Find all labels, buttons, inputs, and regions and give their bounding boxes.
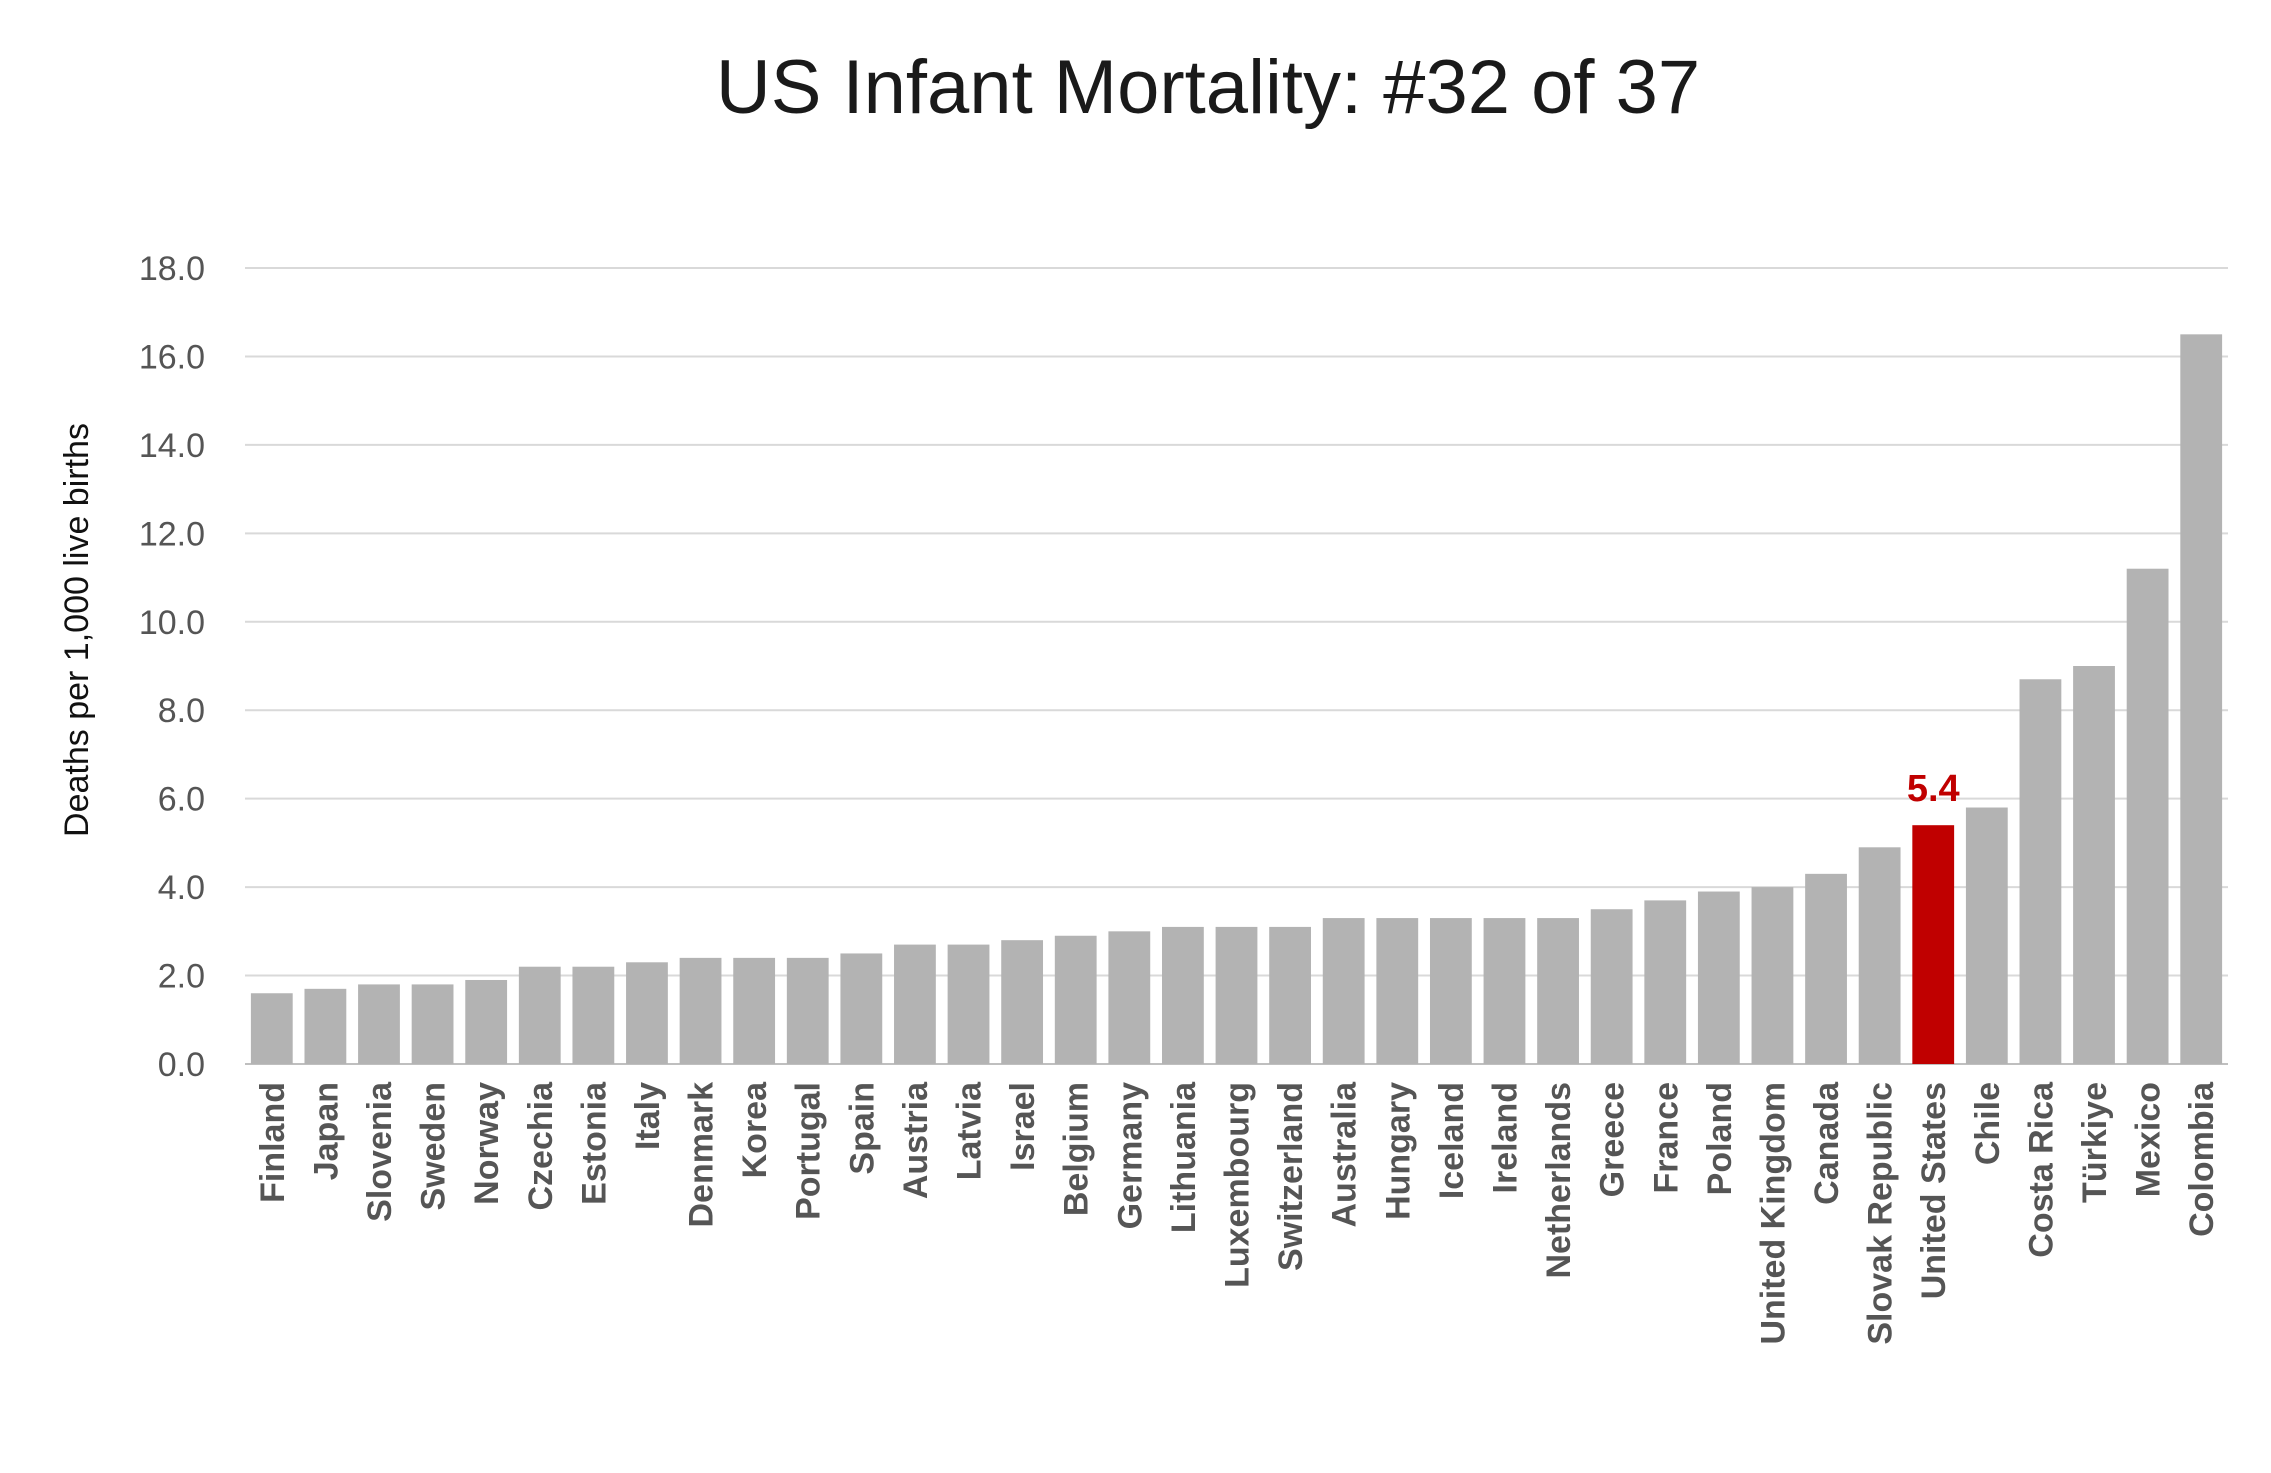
x-tick-label: Slovak Republic bbox=[1862, 1082, 1900, 1345]
x-tick-label: Slovenia bbox=[361, 1081, 399, 1222]
bar-denmark bbox=[679, 957, 722, 1064]
x-tick-label: United Kingdom bbox=[1754, 1082, 1792, 1345]
x-tick-label: Poland bbox=[1701, 1082, 1739, 1195]
bar-luxembourg bbox=[1215, 926, 1258, 1064]
bar-slovenia bbox=[358, 984, 400, 1064]
bar-portugal bbox=[786, 957, 829, 1064]
y-tick-label: 18.0 bbox=[139, 250, 205, 288]
bar-slovak-republic bbox=[1858, 847, 1901, 1064]
bar-israel bbox=[1001, 940, 1044, 1064]
bar-greece bbox=[1590, 909, 1633, 1064]
y-axis-ticks: 0.0 2.0 4.0 6.0 8.0 10.0 12.0 14.0 16.0 18.0 bbox=[139, 250, 205, 1084]
bar-finland bbox=[250, 993, 293, 1064]
y-tick-label: 16.0 bbox=[139, 338, 205, 376]
bar-switzerland bbox=[1269, 926, 1311, 1064]
x-tick-label: Spain bbox=[843, 1082, 881, 1175]
bar-spain bbox=[840, 953, 883, 1064]
bars bbox=[250, 334, 2223, 1064]
x-tick-label: Portugal bbox=[790, 1082, 828, 1220]
data-label-united-states: 5.4 bbox=[1907, 768, 1960, 810]
bar-netherlands bbox=[1537, 918, 1579, 1064]
bar-poland bbox=[1697, 891, 1740, 1064]
x-tick-label: Netherlands bbox=[1540, 1082, 1578, 1279]
bar-ireland bbox=[1483, 918, 1526, 1064]
bar-colombia bbox=[2180, 334, 2223, 1064]
x-tick-label: Türkiye bbox=[2076, 1082, 2114, 1203]
bar-iceland bbox=[1429, 918, 1472, 1064]
bar-chile bbox=[1965, 807, 2008, 1064]
x-tick-label: Japan bbox=[307, 1082, 345, 1180]
chart-title: US Infant Mortality: #32 of 37 bbox=[716, 45, 1700, 130]
x-tick-label: Greece bbox=[1594, 1082, 1632, 1197]
x-tick-label: Finland bbox=[254, 1082, 292, 1203]
data-labels: 5.4 bbox=[1907, 768, 1960, 810]
bar-costa-rica bbox=[2019, 679, 2062, 1064]
x-tick-label: France bbox=[1647, 1082, 1685, 1194]
bar-norway bbox=[465, 979, 508, 1064]
x-tick-label: Australia bbox=[1326, 1081, 1364, 1228]
bar-czechia bbox=[518, 966, 561, 1064]
x-tick-label: Estonia bbox=[575, 1081, 613, 1205]
x-tick-label: Denmark bbox=[683, 1082, 721, 1228]
x-tick-label: Lithuania bbox=[1165, 1081, 1203, 1233]
x-tick-label: Mexico bbox=[2130, 1082, 2168, 1197]
x-tick-label: Latvia bbox=[951, 1081, 989, 1180]
y-tick-label: 0.0 bbox=[158, 1046, 205, 1084]
x-tick-label: Korea bbox=[736, 1081, 774, 1178]
x-tick-label: Ireland bbox=[1486, 1082, 1524, 1193]
y-tick-label: 10.0 bbox=[139, 604, 205, 642]
y-tick-label: 8.0 bbox=[158, 692, 205, 730]
x-tick-label: Hungary bbox=[1379, 1082, 1417, 1220]
x-tick-label: Czechia bbox=[522, 1081, 560, 1211]
x-tick-label: Chile bbox=[1969, 1082, 2007, 1165]
x-tick-label: Belgium bbox=[1058, 1082, 1096, 1216]
bar-italy bbox=[626, 962, 668, 1064]
bar-japan bbox=[304, 988, 347, 1064]
x-tick-label: Germany bbox=[1111, 1082, 1149, 1229]
y-tick-label: 12.0 bbox=[139, 515, 205, 553]
bar-korea bbox=[733, 957, 776, 1064]
bar-france bbox=[1644, 900, 1687, 1064]
x-tick-label: Switzerland bbox=[1272, 1082, 1310, 1271]
y-tick-label: 14.0 bbox=[139, 427, 205, 465]
bar-united-states bbox=[1912, 825, 1955, 1064]
x-axis-ticks: Finland Japan Slovenia Sweden Norway Czechia E… bbox=[254, 1081, 2221, 1345]
x-tick-label: United States bbox=[1915, 1082, 1953, 1299]
x-tick-label: Costa Rica bbox=[2022, 1081, 2060, 1258]
y-tick-label: 4.0 bbox=[158, 869, 205, 907]
y-tick-label: 2.0 bbox=[158, 958, 205, 996]
x-tick-label: Luxembourg bbox=[1219, 1082, 1257, 1288]
bar-lithuania bbox=[1162, 926, 1204, 1064]
x-tick-label: Canada bbox=[1808, 1081, 1846, 1205]
bar-germany bbox=[1108, 931, 1151, 1064]
bar-estonia bbox=[572, 966, 615, 1064]
bar-belgium bbox=[1054, 935, 1097, 1064]
x-tick-label: Colombia bbox=[2183, 1081, 2221, 1237]
x-tick-label: Austria bbox=[897, 1081, 935, 1199]
y-tick-label: 6.0 bbox=[158, 781, 205, 819]
x-tick-label: Iceland bbox=[1433, 1082, 1471, 1199]
bar-mexico bbox=[2126, 568, 2169, 1064]
x-tick-label: Sweden bbox=[415, 1082, 453, 1210]
bar-austria bbox=[894, 944, 936, 1064]
bar-united-kingdom bbox=[1751, 887, 1794, 1064]
y-axis-label: Deaths per 1,000 live births bbox=[58, 423, 96, 837]
bar-canada bbox=[1805, 873, 1847, 1064]
bar-latvia bbox=[947, 944, 990, 1064]
x-tick-label: Italy bbox=[629, 1082, 667, 1150]
bar-sweden bbox=[411, 984, 454, 1064]
bar-t-rkiye bbox=[2073, 666, 2115, 1064]
x-tick-label: Israel bbox=[1004, 1082, 1042, 1171]
bar-australia bbox=[1322, 918, 1365, 1064]
bar-hungary bbox=[1376, 918, 1419, 1064]
x-tick-label: Norway bbox=[468, 1082, 506, 1205]
